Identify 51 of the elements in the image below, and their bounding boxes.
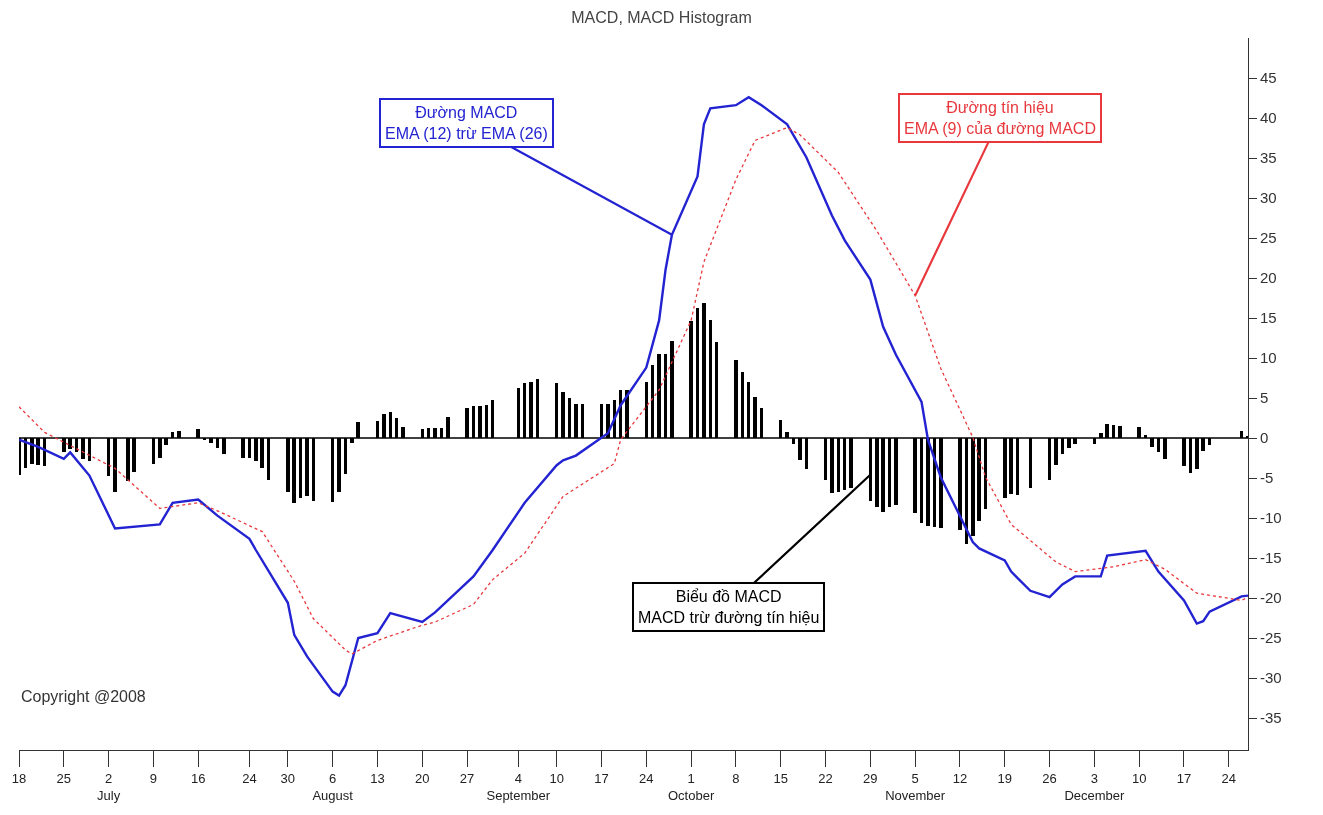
- chart-title: MACD, MACD Histogram: [571, 9, 752, 27]
- y-tick-label: 20: [1260, 269, 1277, 287]
- x-tick-label: 6 August: [312, 770, 354, 803]
- x-tick-label: 8: [732, 770, 740, 786]
- x-tick-label: 24: [639, 770, 654, 786]
- y-tick-label: 45: [1260, 69, 1277, 87]
- y-tick-label: 30: [1260, 189, 1277, 207]
- y-tick-label: 0: [1260, 429, 1269, 447]
- x-tick-label: 16: [191, 770, 206, 786]
- x-tick-label: 5 November: [885, 770, 946, 803]
- x-tick-label: 4 September: [486, 770, 551, 803]
- y-tick-label: 40: [1260, 109, 1277, 127]
- x-tick-label: 29: [863, 770, 878, 786]
- x-tick-label: 17: [594, 770, 609, 786]
- x-tick-label: 19: [997, 770, 1012, 786]
- x-tick-label: 26: [1042, 770, 1057, 786]
- annotation: Biểu đồ MACD MACD trừ đường tín hiệu: [638, 588, 820, 626]
- y-tick-label: 10: [1260, 349, 1277, 367]
- y-tick-label: -10: [1260, 509, 1282, 527]
- x-tick-label: 17: [1176, 770, 1192, 786]
- x-tick-label: 30: [280, 770, 296, 786]
- y-tick-label: 25: [1260, 229, 1277, 247]
- y-tick-label: -15: [1260, 549, 1282, 567]
- x-tick-label: 2 July: [97, 770, 121, 803]
- x-tick-label: 18: [11, 770, 27, 786]
- x-tick-label: 1 October: [667, 770, 715, 803]
- x-tick-label: 12: [952, 770, 968, 786]
- annotation: Đường tín hiệu EMA (9) của đường MACD: [904, 99, 1096, 137]
- bar: [600, 404, 603, 438]
- x-tick-label: 27: [459, 770, 475, 786]
- x-tick-label: 10: [1131, 770, 1147, 786]
- x-tick-label: 9: [149, 770, 158, 786]
- x-tick-label: 24: [242, 770, 257, 786]
- y-tick-label: 5: [1260, 389, 1269, 407]
- y-tick-label: 15: [1260, 309, 1277, 327]
- x-tick-label: 3 December: [1064, 770, 1126, 803]
- y-tick-label: -35: [1260, 709, 1282, 727]
- y-tick-label: -5: [1260, 469, 1274, 487]
- x-tick-label: 10: [549, 770, 564, 786]
- x-tick-label: 24: [1221, 770, 1237, 786]
- y-tick-label: -25: [1260, 629, 1282, 647]
- x-tick-label: 13: [370, 770, 385, 786]
- annotation: Đường MACD EMA (12) trừ EMA (26): [385, 104, 548, 142]
- annotation: Copyright @2008: [21, 688, 146, 705]
- x-tick-label: 15: [773, 770, 788, 786]
- x-tick-label: 22: [818, 770, 833, 786]
- y-tick-label: 35: [1260, 149, 1277, 167]
- y-tick-label: -30: [1260, 669, 1282, 687]
- y-tick-label: -20: [1260, 589, 1282, 607]
- x-tick-label: 25: [56, 770, 72, 786]
- x-tick-label: 20: [415, 770, 430, 786]
